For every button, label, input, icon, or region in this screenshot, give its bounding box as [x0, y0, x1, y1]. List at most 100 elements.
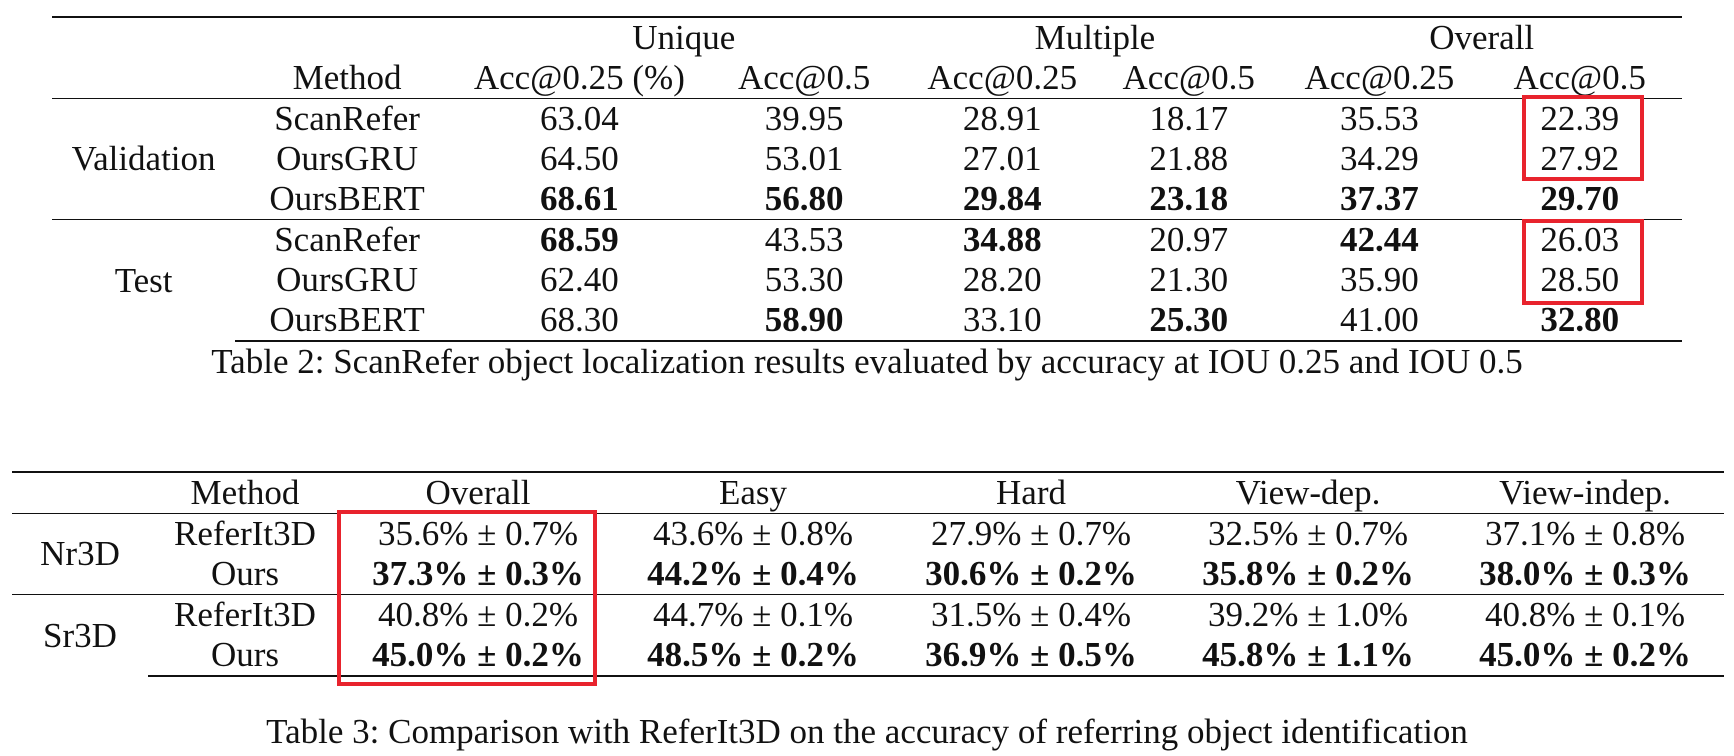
value-cell: 44.2% ± 0.4%: [647, 554, 859, 593]
value-cell: 62.40: [539, 260, 619, 299]
value-cell: 20.97: [1096, 219, 1282, 260]
section-label: Validation: [52, 98, 236, 220]
value-cell: 18.17: [1096, 98, 1282, 139]
table-row: Ours 37.3% ± 0.3% 44.2% ± 0.4% 30.6% ± 0.2%…: [12, 554, 1724, 595]
value-cell: 28.50: [1540, 260, 1620, 299]
value-cell: 53.01: [764, 139, 844, 178]
table-row: OursGRU 62.40 53.30 28.20 21.30 35.90 28.50: [52, 260, 1682, 300]
column-header-view-dep: View-dep.: [1170, 471, 1446, 514]
column-header-view-indep: View-indep.: [1446, 471, 1724, 514]
value-cell: 43.53: [699, 219, 909, 260]
value-cell: 22.39: [1477, 98, 1682, 139]
table-row: Nr3D ReferIt3D 35.6% ± 0.7% 43.6% ± 0.8% 27.…: [12, 513, 1724, 595]
table-row: OursGRU 64.50 53.01 27.01 21.88 34.29 27.92: [52, 139, 1682, 179]
column-header-hard: Hard: [892, 471, 1170, 514]
table-3-body: Method Overall Easy Hard View-dep. View-…: [12, 471, 1724, 677]
value-cell: 35.6% ± 0.7%: [342, 513, 614, 554]
column-header-method: Method: [148, 471, 342, 514]
table-3: Method Overall Easy Hard View-dep. View-…: [12, 471, 1724, 677]
value-cell: 36.9% ± 0.5%: [892, 635, 1170, 677]
group-header-overall: Overall: [1281, 16, 1682, 58]
method-cell: ScanRefer: [235, 219, 459, 260]
value-cell: 58.90: [699, 300, 909, 342]
section-label: Sr3D: [12, 594, 148, 676]
table-2-caption: Table 2: ScanRefer object localization r…: [211, 342, 1523, 381]
value-cell: 37.37: [1340, 179, 1419, 218]
value-cell: 27.92: [1540, 139, 1620, 178]
method-cell: ReferIt3D: [148, 513, 342, 554]
method-cell: OursBERT: [235, 300, 459, 342]
value-cell: 29.84: [962, 179, 1042, 218]
value-cell: 38.0% ± 0.3%: [1479, 554, 1691, 593]
value-cell: 21.30: [1149, 260, 1229, 299]
column-header-unique-acc05: Acc@0.5: [737, 58, 871, 97]
value-cell: 68.30: [458, 300, 700, 342]
value-cell: 27.01: [962, 139, 1042, 178]
value-cell: 29.70: [1540, 179, 1620, 218]
table-2-body: Unique Multiple Overall Method Acc@0.25 …: [52, 16, 1682, 342]
value-cell: 40.8% ± 0.1%: [1446, 594, 1724, 635]
value-cell: 35.8% ± 0.2%: [1202, 554, 1414, 593]
value-cell: 25.30: [1096, 300, 1282, 342]
column-header-multiple-acc025: Acc@0.25: [927, 58, 1078, 97]
column-header-easy: Easy: [614, 471, 892, 514]
value-cell: 32.80: [1477, 300, 1682, 342]
value-cell: 68.61: [539, 179, 619, 218]
value-cell: 48.5% ± 0.2%: [614, 635, 892, 677]
table-2-column-header-row: Method Acc@0.25 (%) Acc@0.5 Acc@0.25 Acc…: [52, 58, 1682, 99]
value-cell: 35.90: [1340, 260, 1419, 299]
value-cell: 53.30: [764, 260, 844, 299]
method-cell: OursBERT: [269, 179, 425, 218]
section-label: Test: [52, 219, 236, 341]
table-2-group-header-row: Unique Multiple Overall: [52, 16, 1682, 58]
group-header-multiple: Multiple: [908, 16, 1282, 58]
table-row: Validation ScanRefer 63.04 39.95 28.91 18.17 3…: [52, 98, 1682, 220]
group-header-unique: Unique: [458, 16, 909, 58]
value-cell: 45.0% ± 0.2%: [342, 635, 614, 677]
value-cell: 33.10: [908, 300, 1097, 342]
table-3-column-header-row: Method Overall Easy Hard View-dep. View-…: [12, 471, 1724, 514]
value-cell: 40.8% ± 0.2%: [342, 594, 614, 635]
value-cell: 32.5% ± 0.7%: [1170, 513, 1446, 554]
value-cell: 31.5% ± 0.4%: [892, 594, 1170, 635]
value-cell: 64.50: [539, 139, 619, 178]
value-cell: 26.03: [1477, 219, 1682, 260]
table-row: OursBERT 68.61 56.80 29.84 23.18 37.37 29.70: [52, 179, 1682, 220]
value-cell: 28.91: [908, 98, 1097, 139]
table-2: Unique Multiple Overall Method Acc@0.25 …: [52, 16, 1682, 342]
value-cell: 23.18: [1149, 179, 1229, 218]
value-cell: 43.6% ± 0.8%: [614, 513, 892, 554]
value-cell: 34.88: [908, 219, 1097, 260]
value-cell: 37.1% ± 0.8%: [1446, 513, 1724, 554]
column-header-unique-acc025: Acc@0.25 (%): [473, 58, 685, 97]
method-cell: ReferIt3D: [148, 594, 342, 635]
value-cell: 68.59: [458, 219, 700, 260]
value-cell: 21.88: [1149, 139, 1229, 178]
table-row: Sr3D ReferIt3D 40.8% ± 0.2% 44.7% ± 0.1% 31.…: [12, 594, 1724, 676]
value-cell: 30.6% ± 0.2%: [925, 554, 1137, 593]
table-row: Test ScanRefer 68.59 43.53 34.88 20.97 42.44 26…: [52, 219, 1682, 341]
value-cell: 42.44: [1281, 219, 1478, 260]
value-cell: 63.04: [458, 98, 700, 139]
column-header-method: Method: [292, 58, 402, 97]
value-cell: 34.29: [1340, 139, 1419, 178]
table-3-caption: Table 3: Comparison with ReferIt3D on th…: [266, 712, 1468, 751]
method-cell: OursGRU: [276, 139, 419, 178]
method-cell: ScanRefer: [235, 98, 459, 139]
table-row: Ours 45.0% ± 0.2% 48.5% ± 0.2% 36.9% ± 0.5%…: [12, 635, 1724, 677]
column-header-multiple-acc05: Acc@0.5: [1122, 58, 1255, 97]
column-header-overall-acc05: Acc@0.5: [1513, 58, 1646, 97]
column-header-overall: Overall: [342, 471, 614, 514]
column-header-overall-acc025: Acc@0.25: [1304, 58, 1455, 97]
value-cell: 27.9% ± 0.7%: [892, 513, 1170, 554]
value-cell: 39.95: [699, 98, 909, 139]
value-cell: 35.53: [1281, 98, 1478, 139]
value-cell: 45.8% ± 1.1%: [1170, 635, 1446, 677]
method-cell: OursGRU: [276, 260, 419, 299]
value-cell: 39.2% ± 1.0%: [1170, 594, 1446, 635]
section-label: Nr3D: [12, 513, 148, 595]
table-row: OursBERT 68.30 58.90 33.10 25.30 41.00 32.80: [52, 300, 1682, 342]
value-cell: 41.00: [1281, 300, 1478, 342]
method-cell: Ours: [210, 554, 280, 593]
value-cell: 37.3% ± 0.3%: [372, 554, 584, 593]
